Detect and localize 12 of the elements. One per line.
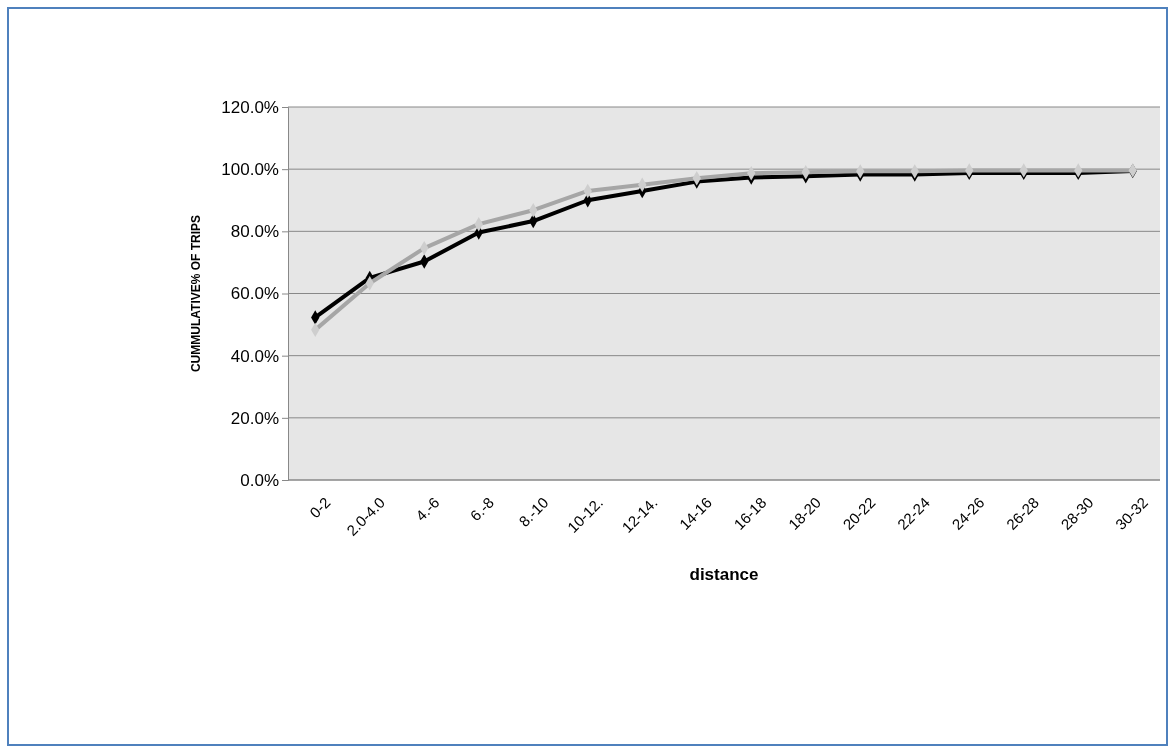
x-tick-label: 6.-8 xyxy=(466,493,498,525)
y-tick-label: 0.0% xyxy=(240,470,279,490)
x-axis-title: distance xyxy=(689,565,759,584)
y-tick-label: 40.0% xyxy=(230,346,279,366)
y-axis-title: CUMMULATIVE% OF TRIPS xyxy=(189,214,203,373)
y-tick-label: 20.0% xyxy=(230,408,279,428)
y-tick-label: 100.0% xyxy=(221,160,279,180)
x-tick-label: 4.-6 xyxy=(412,493,443,525)
y-tick-label: 60.0% xyxy=(230,284,279,304)
x-tick-label: 0-2 xyxy=(306,493,334,522)
y-tick-label: 80.0% xyxy=(230,222,279,242)
y-tick-label: 120.0% xyxy=(221,97,279,117)
